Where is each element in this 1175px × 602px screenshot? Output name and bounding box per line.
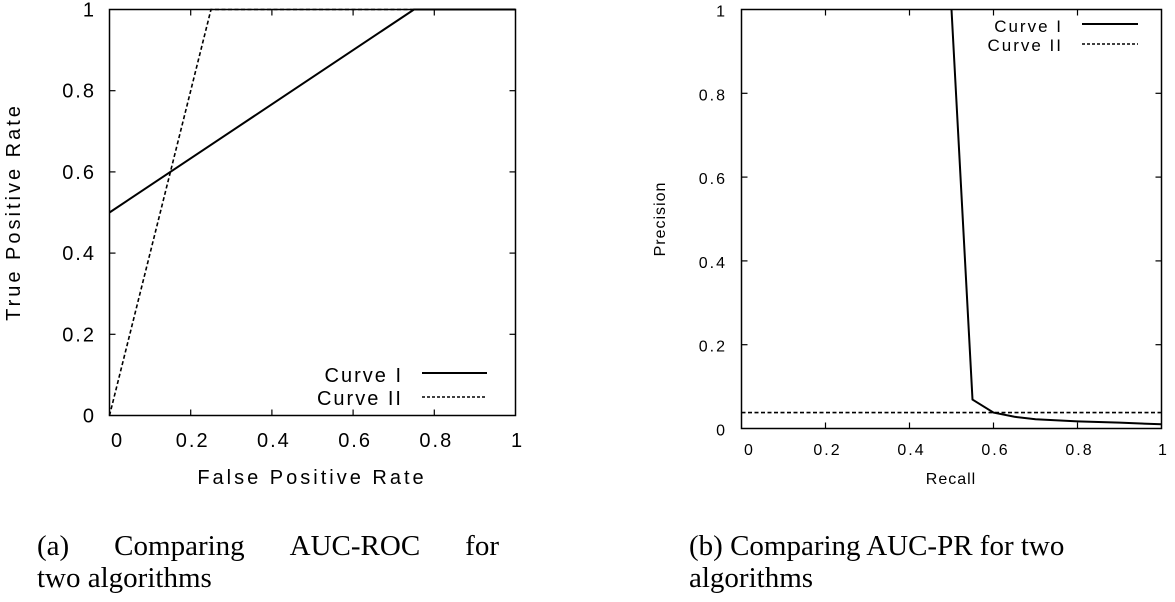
roc-x-axis-label: False Positive Rate [197,467,426,489]
pr-curve-1-line [950,9,1162,426]
x-tick-label: 0.4 [897,442,925,459]
caption-a-word: for [465,530,499,562]
y-tick-label: 0.2 [62,324,96,346]
caption-b: (b) Comparing AUC-PR for two algorithms [689,530,1159,594]
y-tick-label: 0.6 [62,162,96,184]
x-tick-label: 1 [1158,442,1169,459]
y-tick-label: 1 [716,4,727,21]
x-tick-label: 0.6 [338,430,372,452]
y-tick-label: 1 [83,0,96,22]
pr-legend: Curve I Curve II [987,17,1138,55]
y-tick-label: 0.6 [699,171,727,188]
roc-x-tick-labels: 0 0.2 0.4 0.6 0.8 1 [111,430,524,452]
pr-y-tick-labels: 0 0.2 0.4 0.6 0.8 1 [699,4,727,440]
roc-y-axis-label: True Positive Rate [3,103,25,321]
roc-curve-1-line [108,8,516,214]
y-tick-label: 0 [716,423,727,440]
pr-legend-curve-2-label: Curve II [987,36,1063,55]
pr-x-axis-label: Recall [926,471,976,488]
x-tick-label: 0.8 [1065,442,1093,459]
roc-series [108,8,516,416]
roc-y-tick-labels: 0 0.2 0.4 0.6 0.8 1 [62,0,96,428]
x-tick-label: 0 [111,430,124,452]
x-tick-label: 0.8 [419,430,453,452]
caption-a-word: AUC-ROC [289,530,421,562]
caption-a: (a) Comparing AUC-ROC for two algorithms [37,530,499,594]
caption-b-line-2: algorithms [689,562,814,594]
roc-plot-frame [108,8,517,417]
y-tick-label: 0.8 [62,81,96,103]
pr-series [741,9,1162,426]
x-tick-label: 0 [744,442,755,459]
x-tick-label: 0.6 [981,442,1009,459]
roc-legend-curve-2-label: Curve II [317,388,403,410]
x-tick-label: 0.4 [257,430,291,452]
pr-plot-frame [740,8,1163,430]
pr-legend-curve-1-label: Curve I [994,17,1063,36]
roc-legend: Curve I Curve II [317,365,487,410]
caption-a-line-1: (a) Comparing AUC-ROC for [37,530,499,562]
pr-y-axis-label: Precision [652,182,669,257]
pr-tick-marks [741,9,1162,429]
caption-b-line-1: (b) Comparing AUC-PR for two [689,530,1065,562]
y-tick-label: 0 [83,406,96,428]
y-tick-label: 0.4 [699,255,727,272]
y-tick-label: 0.2 [699,339,727,356]
x-tick-label: 1 [511,430,524,452]
y-tick-label: 0.4 [62,243,96,265]
y-tick-label: 0.8 [699,87,727,104]
roc-legend-curve-1-label: Curve I [325,365,403,387]
roc-curve-2-line [108,8,516,416]
caption-a-line-2: two algorithms [37,562,212,594]
x-tick-label: 0.2 [813,442,841,459]
roc-chart: 0 0.2 0.4 0.6 0.8 1 0 0.2 0.4 0.6 0.8 1 False Posi… [3,0,524,489]
pr-chart: 0 0.2 0.4 0.6 0.8 1 0 0.2 0.4 0.6 0.8 1 Recall Pre… [652,4,1169,489]
caption-a-word: Comparing [114,530,245,562]
roc-tick-marks [109,9,516,416]
caption-a-label: (a) [37,530,70,562]
x-tick-label: 0.2 [176,430,210,452]
pr-x-tick-labels: 0 0.2 0.4 0.6 0.8 1 [744,442,1169,459]
